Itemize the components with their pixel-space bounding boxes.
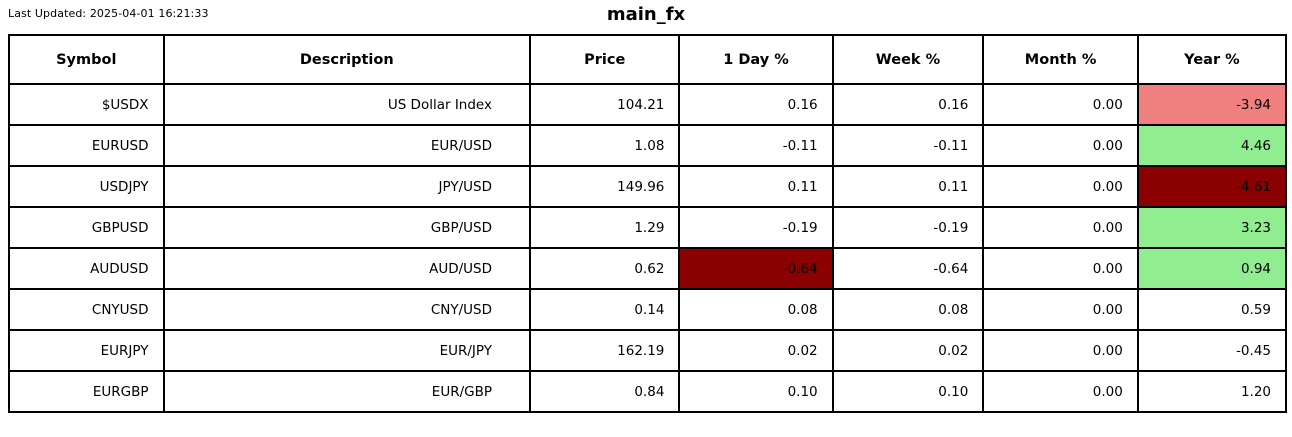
cell-year: 0.94 [1136,247,1288,290]
cell-week: 0.02 [831,329,985,372]
last-updated-label: Last Updated: 2025-04-01 16:21:33 [8,7,209,20]
cell-year: -0.45 [1136,329,1288,372]
cell-month: 0.00 [982,206,1139,249]
column-header-price: Price [528,34,681,85]
page-title: main_fx [606,4,686,25]
cell-week: 0.08 [831,288,985,331]
cell-week: 0.11 [831,165,985,208]
cell-price: 162.19 [528,329,681,372]
cell-description: EUR/GBP [162,370,532,413]
cell-month: 0.00 [982,288,1139,331]
cell-price: 149.96 [528,165,681,208]
cell-week: -0.19 [831,206,985,249]
cell-week: 0.10 [831,370,985,413]
cell-symbol: CNYUSD [8,288,165,331]
cell-year: 4.46 [1136,124,1288,167]
cell-description: JPY/USD [162,165,532,208]
cell-week: 0.16 [831,83,985,126]
cell-1day: -0.19 [678,206,834,249]
cell-week: -0.64 [831,247,985,290]
cell-1day: 0.08 [678,288,834,331]
cell-price: 0.62 [528,247,681,290]
cell-year: -3.94 [1136,83,1288,126]
cell-1day: -0.64 [678,247,834,290]
table-row: USDJPY JPY/USD 149.96 0.11 0.11 0.00 -4.… [8,165,1288,208]
cell-price: 1.29 [528,206,681,249]
cell-description: AUD/USD [162,247,532,290]
cell-description: GBP/USD [162,206,532,249]
column-header-1day: 1 Day % [678,34,834,85]
cell-month: 0.00 [982,247,1139,290]
table-row: EURGBP EUR/GBP 0.84 0.10 0.10 0.00 1.20 [8,370,1288,413]
cell-price: 1.08 [528,124,681,167]
column-header-description: Description [162,34,532,85]
table-row: EURJPY EUR/JPY 162.19 0.02 0.02 0.00 -0.… [8,329,1288,372]
table-row: AUDUSD AUD/USD 0.62 -0.64 -0.64 0.00 0.9… [8,247,1288,290]
cell-description: US Dollar Index [162,83,532,126]
cell-year: 0.59 [1136,288,1288,331]
cell-month: 0.00 [982,329,1139,372]
cell-year: -4.61 [1136,165,1288,208]
cell-symbol: EURGBP [8,370,165,413]
fx-rates-table: Symbol Description Price 1 Day % Week % … [8,34,1288,413]
table-row: CNYUSD CNY/USD 0.14 0.08 0.08 0.00 0.59 [8,288,1288,331]
cell-year: 3.23 [1136,206,1288,249]
table-row: EURUSD EUR/USD 1.08 -0.11 -0.11 0.00 4.4… [8,124,1288,167]
cell-price: 0.14 [528,288,681,331]
cell-price: 0.84 [528,370,681,413]
column-header-year: Year % [1136,34,1288,85]
cell-1day: 0.16 [678,83,834,126]
cell-description: EUR/USD [162,124,532,167]
cell-week: -0.11 [831,124,985,167]
cell-month: 0.00 [982,124,1139,167]
table-row: GBPUSD GBP/USD 1.29 -0.19 -0.19 0.00 3.2… [8,206,1288,249]
column-header-week: Week % [831,34,985,85]
cell-1day: 0.10 [678,370,834,413]
cell-price: 104.21 [528,83,681,126]
cell-1day: 0.02 [678,329,834,372]
cell-month: 0.00 [982,370,1139,413]
cell-1day: 0.11 [678,165,834,208]
cell-symbol: GBPUSD [8,206,165,249]
cell-symbol: AUDUSD [8,247,165,290]
cell-description: CNY/USD [162,288,532,331]
cell-symbol: $USDX [8,83,165,126]
table-row: $USDX US Dollar Index 104.21 0.16 0.16 0… [8,83,1288,126]
cell-symbol: EURJPY [8,329,165,372]
table-header-row: Symbol Description Price 1 Day % Week % … [8,34,1288,85]
column-header-symbol: Symbol [8,34,165,85]
cell-symbol: EURUSD [8,124,165,167]
cell-year: 1.20 [1136,370,1288,413]
cell-symbol: USDJPY [8,165,165,208]
cell-month: 0.00 [982,165,1139,208]
column-header-month: Month % [982,34,1139,85]
cell-1day: -0.11 [678,124,834,167]
cell-month: 0.00 [982,83,1139,126]
cell-description: EUR/JPY [162,329,532,372]
